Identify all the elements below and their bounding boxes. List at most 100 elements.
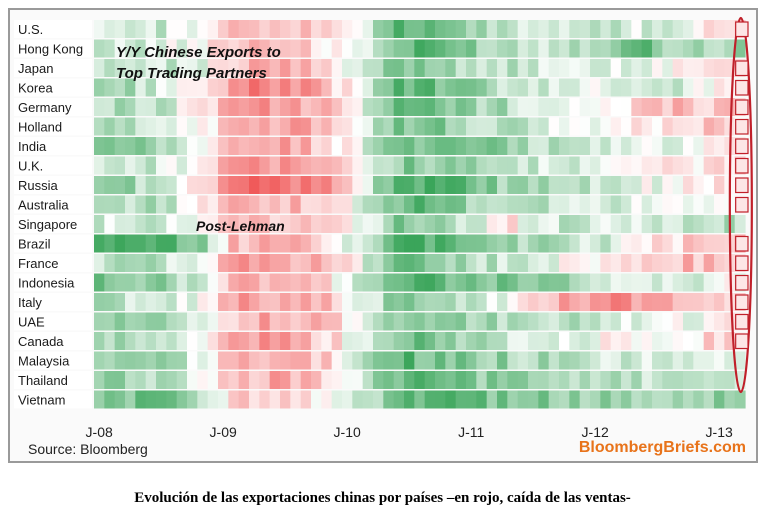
heatmap-cell <box>734 371 746 389</box>
heatmap-cell <box>641 273 653 292</box>
heatmap-cell <box>507 176 519 194</box>
heatmap-cell <box>507 156 519 175</box>
heatmap-cell <box>300 371 312 389</box>
heatmap-cell <box>517 98 529 116</box>
heatmap-cell <box>621 312 632 331</box>
heatmap-cell <box>579 176 591 194</box>
heatmap-cell <box>652 371 663 389</box>
heatmap-cell <box>114 351 126 370</box>
row-label-background <box>14 59 92 77</box>
heatmap-cell <box>590 254 601 272</box>
heatmap-cell <box>641 20 653 38</box>
heatmap-cell <box>249 59 260 77</box>
heatmap-cell <box>311 195 322 214</box>
heatmap-cell <box>187 98 198 116</box>
heatmap-cell <box>176 117 188 136</box>
heatmap-cell <box>714 215 725 233</box>
heatmap-cell <box>486 371 498 389</box>
heatmap-cell <box>114 117 126 136</box>
x-tick-label: J-12 <box>582 424 609 440</box>
heatmap-cell <box>280 137 291 155</box>
heatmap-cell <box>290 312 302 331</box>
heatmap-cell <box>414 117 426 136</box>
heatmap-cell <box>497 117 508 136</box>
highlight-negative-cell <box>735 118 749 135</box>
heatmap-cell <box>228 176 240 194</box>
heatmap-cell <box>280 371 291 389</box>
heatmap-cell <box>166 98 178 116</box>
heatmap-cell <box>331 234 343 253</box>
heatmap-cell <box>218 254 229 272</box>
heatmap-cell <box>528 39 539 58</box>
heatmap-cell <box>228 312 240 331</box>
heatmap-cell <box>724 20 736 38</box>
heatmap-cell <box>652 273 663 292</box>
heatmap-cell <box>238 20 250 38</box>
heatmap-cell <box>497 293 508 311</box>
heatmap-cell <box>311 176 322 194</box>
heatmap-cell <box>600 312 612 331</box>
heatmap-cell <box>197 215 209 233</box>
heatmap-cell <box>548 137 560 155</box>
heatmap-cell <box>249 293 260 311</box>
heatmap-cell <box>424 312 436 331</box>
heatmap-cell <box>714 98 725 116</box>
heatmap-cell <box>331 351 343 370</box>
heatmap-cell <box>259 273 271 292</box>
heatmap-cell <box>435 293 446 311</box>
heatmap-cell <box>166 390 178 409</box>
heatmap-cell <box>414 39 426 58</box>
heatmap-cell <box>94 78 105 97</box>
highlight-negative-cell <box>735 99 749 116</box>
heatmap-cell <box>538 234 550 253</box>
heatmap-cell <box>404 195 415 214</box>
heatmap-cell <box>652 98 663 116</box>
heatmap-cell <box>559 39 570 58</box>
heatmap-cell <box>507 371 519 389</box>
heatmap-cell <box>197 156 209 175</box>
heatmap-cell <box>559 390 570 409</box>
heatmap-cell <box>269 215 281 233</box>
heatmap-cell <box>703 371 715 389</box>
heatmap-cell <box>610 312 622 331</box>
heatmap-cell <box>311 371 322 389</box>
heatmap-cell <box>486 351 498 370</box>
heatmap-cell <box>187 39 198 58</box>
heatmap-cell <box>404 78 415 97</box>
heatmap-cell <box>362 156 374 175</box>
heatmap-cell <box>352 273 364 292</box>
heatmap-cell <box>228 117 240 136</box>
heatmap-cell <box>641 39 653 58</box>
heatmap-cell <box>714 293 725 311</box>
heatmap-cell <box>714 59 725 77</box>
heatmap-cell <box>497 254 508 272</box>
heatmap-cell <box>249 215 260 233</box>
heatmap-cell <box>218 78 229 97</box>
heatmap-cell <box>600 195 612 214</box>
heatmap-cell <box>672 195 684 214</box>
heatmap-cell <box>538 117 550 136</box>
heatmap-cell <box>228 332 240 350</box>
heatmap-cell <box>280 254 291 272</box>
heatmap-cell <box>631 351 643 370</box>
heatmap-cell <box>652 254 663 272</box>
heatmap-cell <box>497 234 508 253</box>
heatmap-cell <box>176 20 188 38</box>
heatmap-cell <box>528 195 539 214</box>
heatmap-cell <box>176 273 188 292</box>
heatmap-cell <box>683 78 694 97</box>
heatmap-cell <box>435 273 446 292</box>
heatmap-cell <box>662 20 674 38</box>
heatmap-cell <box>466 156 477 175</box>
heatmap-cell <box>135 332 147 350</box>
heatmap-cell <box>455 117 467 136</box>
heatmap-cell <box>466 59 477 77</box>
heatmap-cell <box>703 98 715 116</box>
heatmap-cell <box>362 215 374 233</box>
heatmap-cell <box>238 332 250 350</box>
heatmap-cell <box>662 390 674 409</box>
heatmap-cell <box>631 176 643 194</box>
heatmap-cell <box>125 312 136 331</box>
heatmap-cell <box>207 390 219 409</box>
heatmap-cell <box>569 98 581 116</box>
